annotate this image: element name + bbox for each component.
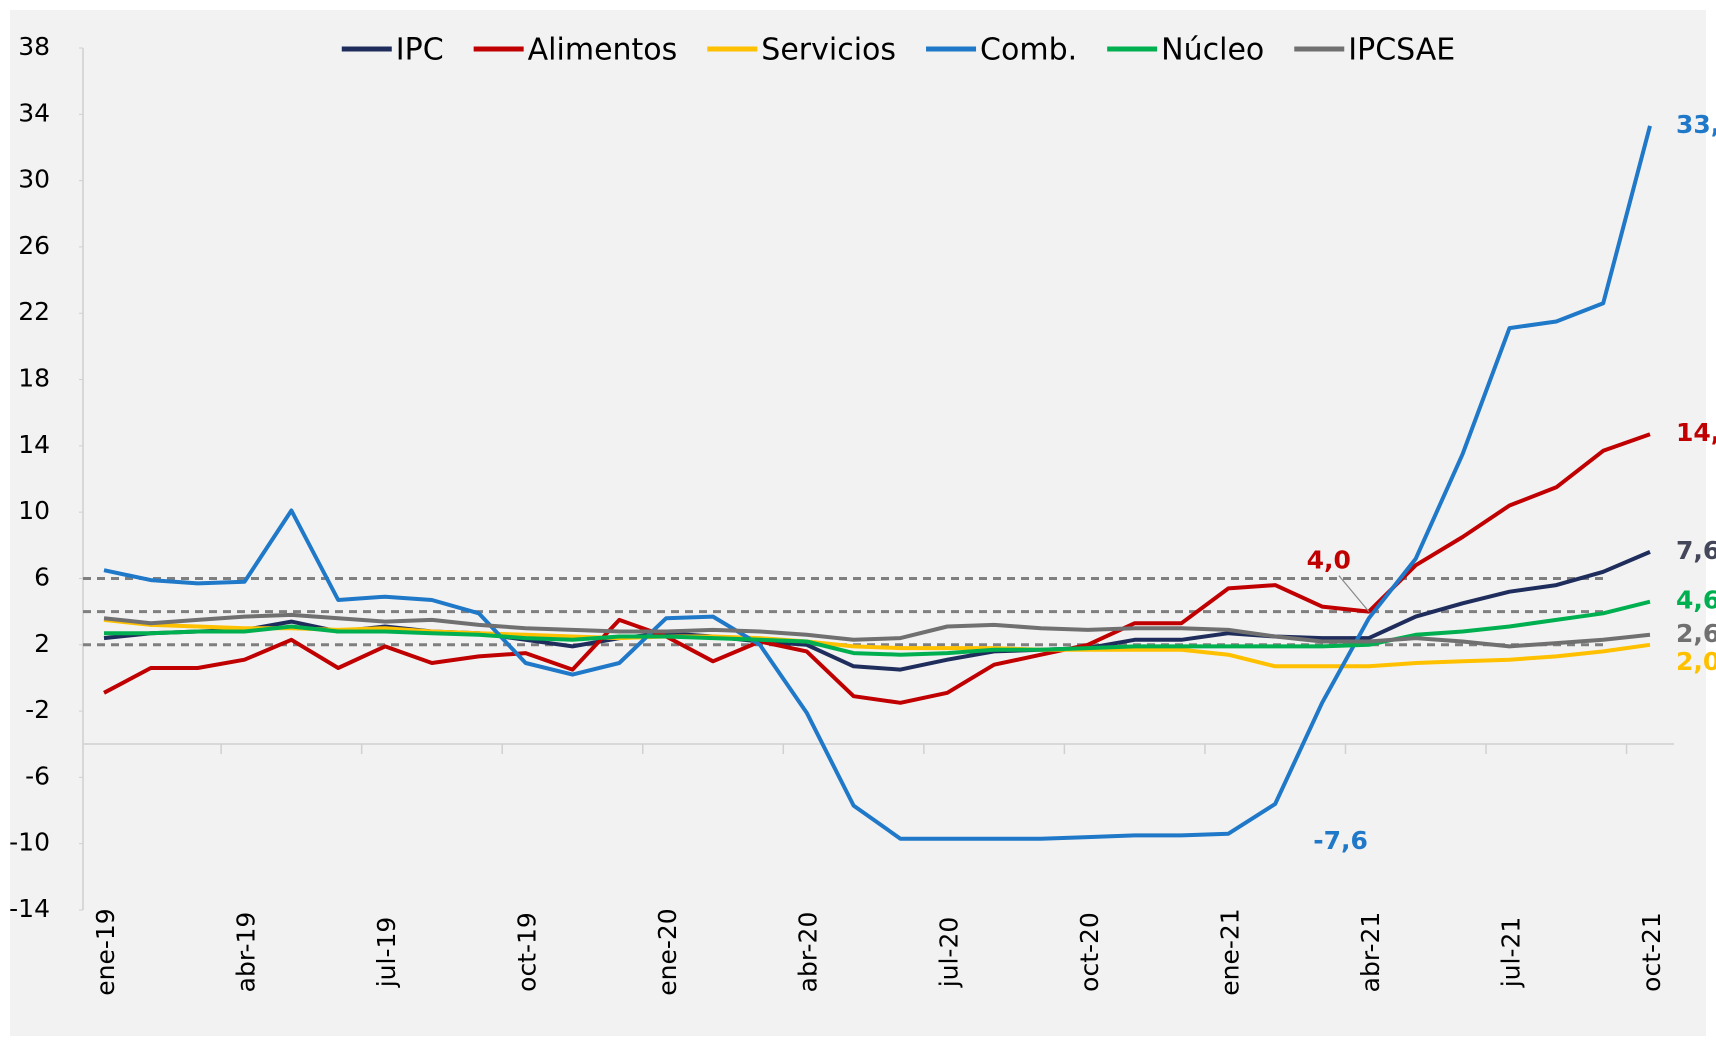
y-tick-label: 10 — [18, 496, 50, 525]
y-tick-label: -14 — [9, 894, 50, 923]
x-tick-label: abr-20 — [794, 912, 823, 993]
chart-background — [10, 10, 1706, 1036]
x-tick-label: jul-21 — [1496, 917, 1525, 989]
value-label: 4,0 — [1307, 546, 1351, 575]
x-tick-label: jul-20 — [934, 917, 963, 989]
y-tick-label: 2 — [34, 629, 50, 658]
series-line — [103, 125, 1652, 841]
value-label: 2,0 — [1676, 647, 1716, 676]
y-tick-label: 26 — [18, 231, 50, 260]
x-tick-label: ene-21 — [1215, 908, 1244, 995]
y-tick-label: -2 — [25, 695, 50, 724]
series-line — [103, 617, 1651, 669]
legend-label: Núcleo — [1161, 33, 1264, 68]
y-tick-label: 34 — [18, 98, 50, 127]
value-label: -7,6 — [1313, 826, 1368, 855]
legend-label: IPCSAE — [1348, 33, 1455, 68]
value-label: 2,6 — [1676, 619, 1716, 648]
legend: IPC Alimentos Servicios Comb. Núcleo IPCSAE — [341, 33, 1455, 68]
y-tick-label: 22 — [18, 297, 50, 326]
x-tick-label: ene-20 — [653, 908, 682, 995]
y-tick-label: 18 — [18, 364, 50, 393]
x-tick-label: oct-20 — [1075, 912, 1104, 992]
value-label: 33,3 — [1676, 110, 1716, 139]
series-line — [103, 612, 1651, 649]
x-tick-label: jul-19 — [372, 917, 401, 989]
x-tick-label: oct-19 — [513, 912, 542, 992]
legend-label: Comb. — [980, 33, 1077, 68]
y-tick-label: 6 — [34, 562, 50, 591]
x-tick-label: abr-21 — [1356, 912, 1385, 993]
value-label: 4,6 — [1676, 586, 1716, 615]
y-tick-label: 14 — [18, 430, 50, 459]
y-tick-label: -6 — [25, 761, 50, 790]
legend-label: IPC — [396, 33, 444, 68]
x-tick-label: ene-19 — [91, 908, 120, 995]
x-tick-label: oct-21 — [1637, 912, 1666, 992]
y-tick-label: 30 — [18, 165, 50, 194]
x-tick-label: abr-19 — [232, 912, 261, 993]
legend-label: Servicios — [761, 33, 896, 68]
value-label: 7,6 — [1676, 536, 1716, 565]
value-label: 14,7 — [1676, 418, 1716, 447]
y-tick-label: -10 — [9, 828, 50, 857]
legend-label: Alimentos — [528, 33, 678, 68]
leader-line — [1338, 575, 1370, 612]
y-tick-label: 38 — [18, 32, 50, 61]
